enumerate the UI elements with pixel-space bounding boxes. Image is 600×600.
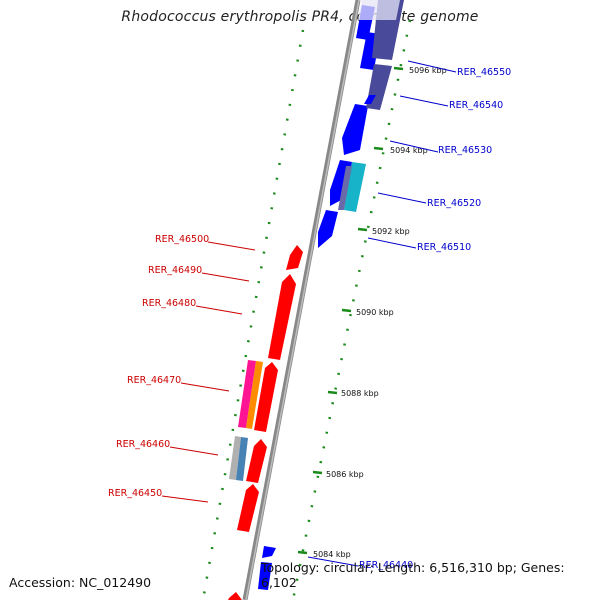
gene-arrow-bottom-blue: [258, 562, 272, 590]
gene-label-rer-46520[interactable]: RER_46520: [427, 198, 481, 209]
tick-label-5092: 5092 kbp: [372, 227, 410, 236]
tick-label-5086: 5086 kbp: [326, 470, 364, 479]
tick-label-5088: 5088 kbp: [341, 389, 379, 398]
tick-marks: [297, 66, 404, 555]
tick-label-5090: 5090 kbp: [356, 308, 394, 317]
forward-gene-labels: RER_46440 RER_46510 RER_46520 RER_46530 …: [359, 67, 511, 571]
gene-label-rer-46440[interactable]: RER_46440: [359, 560, 413, 571]
gray-feature: [229, 436, 241, 480]
gene-label-rer-46540[interactable]: RER_46540: [449, 100, 503, 111]
gene-label-rer-46490[interactable]: RER_46490: [148, 265, 202, 276]
reverse-gene-labels: RER_46450 RER_46460 RER_46470 RER_46480 …: [108, 234, 209, 499]
accession-text: Accession: NC_012490: [9, 575, 152, 590]
leader-lines-forward: [307, 60, 457, 567]
leader-lines-reverse: [161, 241, 256, 503]
reverse-strand-genes: [228, 245, 303, 600]
gene-arrow-rer-46450[interactable]: [237, 484, 259, 532]
gene-arrow-rer-46460[interactable]: [246, 439, 267, 483]
topology-text: Topology: circular; Length: 6,516,310 bp…: [261, 560, 565, 590]
gene-arrow-rer-46520[interactable]: [318, 210, 338, 248]
gene-arrow-rer-46490[interactable]: [268, 274, 296, 360]
orange-feature: [246, 361, 263, 429]
tick-label-5084: 5084 kbp: [313, 550, 351, 559]
tick-label-5096: 5096 kbp: [409, 66, 447, 75]
gene-arrow-rer-46440-stub: [228, 592, 242, 600]
cyan-feature: [344, 162, 366, 212]
gene-label-rer-46550[interactable]: RER_46550: [457, 67, 511, 78]
gene-arrow-rer-46500[interactable]: [286, 245, 303, 270]
tick-labels: 5084 kbp 5086 kbp 5088 kbp 5090 kbp 5092…: [313, 66, 447, 559]
gene-label-rer-46530[interactable]: RER_46530: [438, 145, 492, 156]
slate-stripe: [338, 166, 352, 210]
forward-tail: [364, 95, 376, 104]
steelblue-feature: [236, 437, 248, 481]
gene-label-rer-46450[interactable]: RER_46450: [108, 488, 162, 499]
tick-label-5094: 5094 kbp: [390, 146, 428, 155]
genome-backbone: [242, 0, 361, 600]
forward-strand-genes: [258, 0, 404, 590]
gene-label-rer-46460[interactable]: RER_46460: [116, 439, 170, 450]
gene-arrow-rer-46540[interactable]: [342, 104, 368, 155]
magenta-feature: [238, 360, 256, 428]
gene-label-rer-46500[interactable]: RER_46500: [155, 234, 209, 245]
gene-label-rer-46510[interactable]: RER_46510: [417, 242, 471, 253]
gene-label-rer-46470[interactable]: RER_46470: [127, 375, 181, 386]
gene-arrow-rer-46480[interactable]: [254, 362, 278, 432]
highlight-band: [358, 0, 400, 20]
gene-arrow-rer-46440[interactable]: [262, 546, 276, 558]
gene-label-rer-46480[interactable]: RER_46480: [142, 298, 196, 309]
